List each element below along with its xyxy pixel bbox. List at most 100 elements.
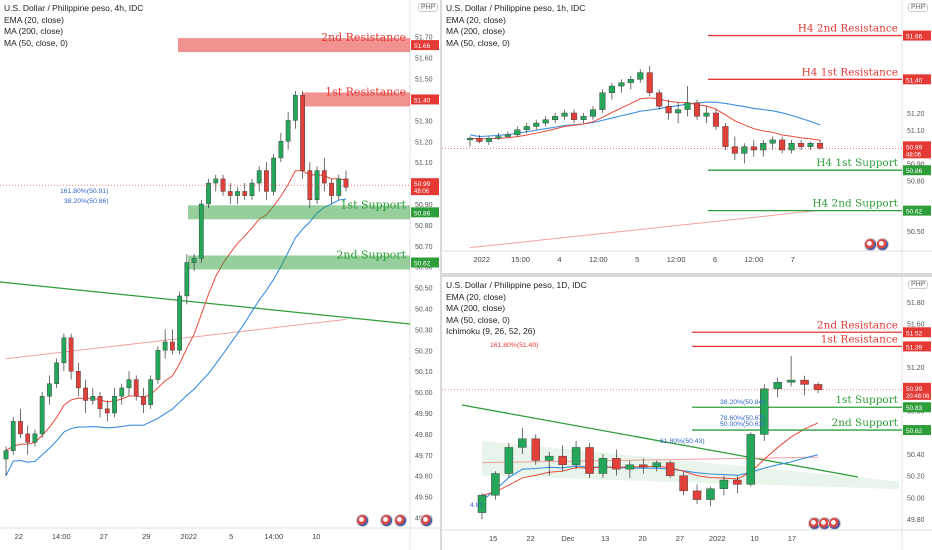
candle[interactable]	[485, 136, 492, 145]
candle[interactable]	[779, 136, 786, 154]
us-flag-event-icon[interactable]	[394, 514, 407, 527]
candle[interactable]	[256, 166, 262, 192]
chart-canvas-1h[interactable]: 51.20 51.10 50.90 50.80 50.50 2022 15:00 4 12:00…	[442, 0, 932, 273]
candle[interactable]	[612, 449, 621, 476]
candle[interactable]	[518, 427, 527, 454]
candle[interactable]	[706, 486, 715, 507]
candle[interactable]	[235, 187, 240, 204]
candle[interactable]	[625, 460, 635, 478]
candle[interactable]	[746, 432, 756, 487]
candle[interactable]	[646, 65, 653, 97]
indicator-ema[interactable]: EMA (20, close)	[446, 291, 506, 302]
candle[interactable]	[552, 112, 559, 124]
indicator-ma200[interactable]: MA (200, close)	[446, 303, 506, 313]
chart-canvas-1d[interactable]: 51.8051.6051.4051.2051.0050.8050.6050.40…	[442, 277, 932, 550]
candle[interactable]	[68, 333, 74, 380]
indicator-ma50[interactable]: MA (50, close, 0)	[4, 37, 68, 48]
candle[interactable]	[561, 109, 568, 120]
candle[interactable]	[760, 384, 769, 441]
candle[interactable]	[227, 183, 233, 204]
currency-label[interactable]: PHP	[418, 3, 439, 12]
candle[interactable]	[599, 89, 606, 113]
candle[interactable]	[598, 453, 608, 478]
candle[interactable]	[544, 451, 554, 476]
candle[interactable]	[712, 109, 719, 130]
candle[interactable]	[807, 141, 814, 151]
candle[interactable]	[693, 99, 701, 120]
candle[interactable]	[813, 382, 823, 394]
candle[interactable]	[242, 183, 248, 200]
candle[interactable]	[206, 178, 211, 209]
us-flag-event-icon[interactable]	[380, 514, 393, 527]
candle[interactable]	[618, 79, 625, 93]
us-flag-event-icon[interactable]	[420, 514, 433, 527]
candle[interactable]	[491, 471, 500, 500]
candle[interactable]	[83, 379, 88, 414]
candle[interactable]	[665, 460, 675, 478]
candle[interactable]	[733, 475, 742, 494]
candle[interactable]	[514, 126, 521, 137]
candle[interactable]	[656, 89, 663, 110]
candle[interactable]	[213, 174, 219, 192]
candle[interactable]	[155, 346, 161, 384]
candle[interactable]	[90, 387, 96, 405]
candle[interactable]	[32, 429, 38, 447]
candle[interactable]	[504, 131, 511, 139]
candle[interactable]	[466, 136, 474, 147]
candle[interactable]	[271, 153, 277, 196]
candle[interactable]	[184, 254, 190, 305]
candle[interactable]	[148, 375, 154, 409]
candle[interactable]	[637, 69, 644, 83]
candle[interactable]	[249, 178, 255, 200]
chart-canvas-4h[interactable]: 51.7051.6051.5051.4051.3051.2051.1051.00…	[0, 0, 440, 550]
candle[interactable]	[769, 136, 776, 151]
candle[interactable]	[533, 119, 540, 130]
candle[interactable]	[141, 387, 146, 414]
indicator-ichimoku[interactable]: Ichimoku (9, 26, 52, 26)	[446, 326, 536, 336]
indicator-ma50[interactable]: MA (50, close, 0)	[446, 37, 510, 48]
candle[interactable]	[750, 139, 757, 157]
candle[interactable]	[719, 475, 729, 496]
candle[interactable]	[675, 102, 682, 124]
candle[interactable]	[54, 358, 60, 388]
candle[interactable]	[300, 91, 305, 179]
chart-panel-1d[interactable]: U.S. Dollar / Philippine peso, 1D, IDC E…	[442, 277, 932, 550]
candle[interactable]	[531, 434, 540, 465]
currency-label[interactable]: PHP	[908, 3, 929, 12]
candle[interactable]	[800, 375, 809, 396]
candle[interactable]	[741, 143, 748, 164]
us-flag-event-icon[interactable]	[876, 238, 889, 251]
candle[interactable]	[679, 471, 688, 496]
candle[interactable]	[589, 106, 597, 120]
candle[interactable]	[112, 387, 117, 418]
candle[interactable]	[47, 375, 52, 405]
candle[interactable]	[177, 291, 182, 355]
candle[interactable]	[665, 99, 672, 120]
candle[interactable]	[133, 375, 139, 401]
candle[interactable]	[608, 82, 615, 100]
chart-panel-1h[interactable]: U.S. Dollar / Philippine peso, 1h, IDC E…	[442, 0, 932, 273]
candle[interactable]	[278, 132, 284, 163]
candle[interactable]	[343, 170, 349, 192]
candle[interactable]	[119, 383, 125, 405]
candle[interactable]	[3, 446, 9, 476]
candle[interactable]	[25, 425, 31, 455]
candle[interactable]	[39, 392, 45, 439]
candle[interactable]	[571, 109, 578, 124]
candle[interactable]	[220, 174, 226, 196]
candle[interactable]	[585, 443, 594, 478]
candle[interactable]	[264, 162, 269, 200]
candle[interactable]	[773, 377, 782, 398]
candle[interactable]	[477, 493, 487, 520]
candle[interactable]	[542, 116, 549, 127]
candle[interactable]	[495, 133, 502, 140]
candle[interactable]	[652, 460, 661, 472]
candle[interactable]	[558, 445, 567, 472]
candle[interactable]	[722, 123, 729, 151]
candle[interactable]	[170, 329, 175, 355]
candle[interactable]	[61, 333, 67, 372]
indicator-ema[interactable]: EMA (20, close)	[4, 14, 64, 25]
chart-panel-4h[interactable]: U.S. Dollar / Philippine peso, 4h, IDC E…	[0, 0, 440, 550]
candle[interactable]	[786, 356, 796, 387]
candle[interactable]	[126, 371, 132, 397]
